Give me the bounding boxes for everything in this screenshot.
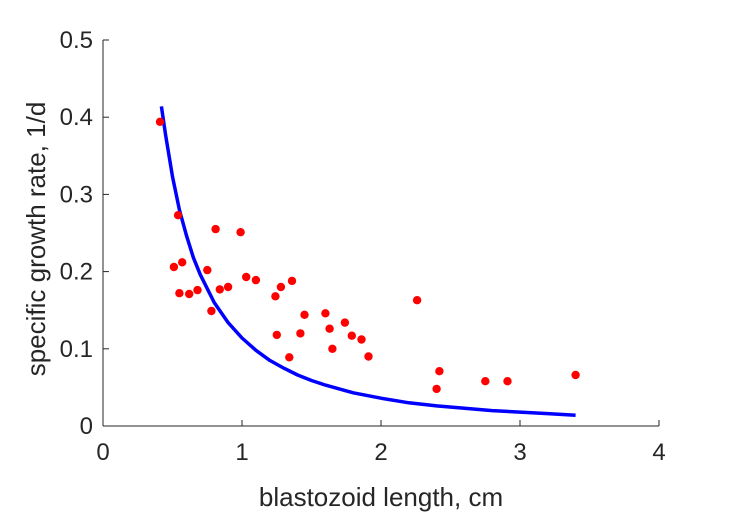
y-tick-label: 0.3 (60, 181, 93, 208)
data-point (178, 258, 187, 267)
x-tick-label: 2 (374, 439, 387, 466)
data-point (300, 310, 309, 319)
data-point (321, 309, 330, 318)
data-point (340, 318, 350, 327)
x-tick-label: 4 (652, 439, 665, 466)
data-point (364, 352, 373, 361)
data-point (412, 296, 422, 305)
data-point (432, 384, 441, 394)
data-point (435, 367, 444, 376)
y-tick-label: 0.4 (60, 104, 93, 131)
data-point (175, 289, 184, 298)
data-points-layer (155, 117, 580, 394)
data-point (285, 353, 294, 362)
data-point (276, 282, 286, 292)
data-point (357, 335, 366, 344)
y-tick-label: 0.5 (60, 27, 93, 54)
data-point (207, 306, 216, 316)
data-point (242, 272, 251, 282)
data-point (173, 211, 183, 220)
data-point (481, 377, 490, 386)
x-axis-label: blastozoid length, cm (259, 482, 503, 512)
data-point (193, 285, 202, 295)
data-point (203, 265, 212, 275)
data-point (271, 292, 280, 301)
x-tick-label: 1 (235, 439, 248, 466)
data-point (272, 330, 281, 340)
x-tick-label: 0 (96, 439, 109, 466)
axes: 0 1 2 3 4 0 0.1 0.2 0.3 0.4 0.5 (60, 27, 666, 466)
data-point (211, 224, 220, 234)
data-point (223, 282, 233, 292)
data-point (155, 117, 165, 127)
data-point (169, 262, 179, 272)
data-point (185, 289, 194, 299)
data-point (328, 344, 337, 353)
data-point (347, 331, 356, 340)
x-tick-label: 3 (513, 439, 526, 466)
data-point (503, 377, 512, 386)
y-tick-label: 0.2 (60, 259, 93, 286)
fit-curve (159, 106, 576, 417)
fit-curve-layer (159, 106, 576, 417)
data-point (215, 285, 224, 294)
data-point (236, 228, 245, 237)
data-point (287, 276, 297, 286)
y-axis-label: specific growth rate, 1/d (21, 102, 51, 377)
data-point (251, 275, 261, 285)
data-point (571, 370, 580, 380)
data-point (296, 329, 305, 338)
y-tick-label: 0 (80, 413, 93, 440)
data-point (325, 324, 334, 333)
y-tick-label: 0.1 (60, 336, 93, 363)
